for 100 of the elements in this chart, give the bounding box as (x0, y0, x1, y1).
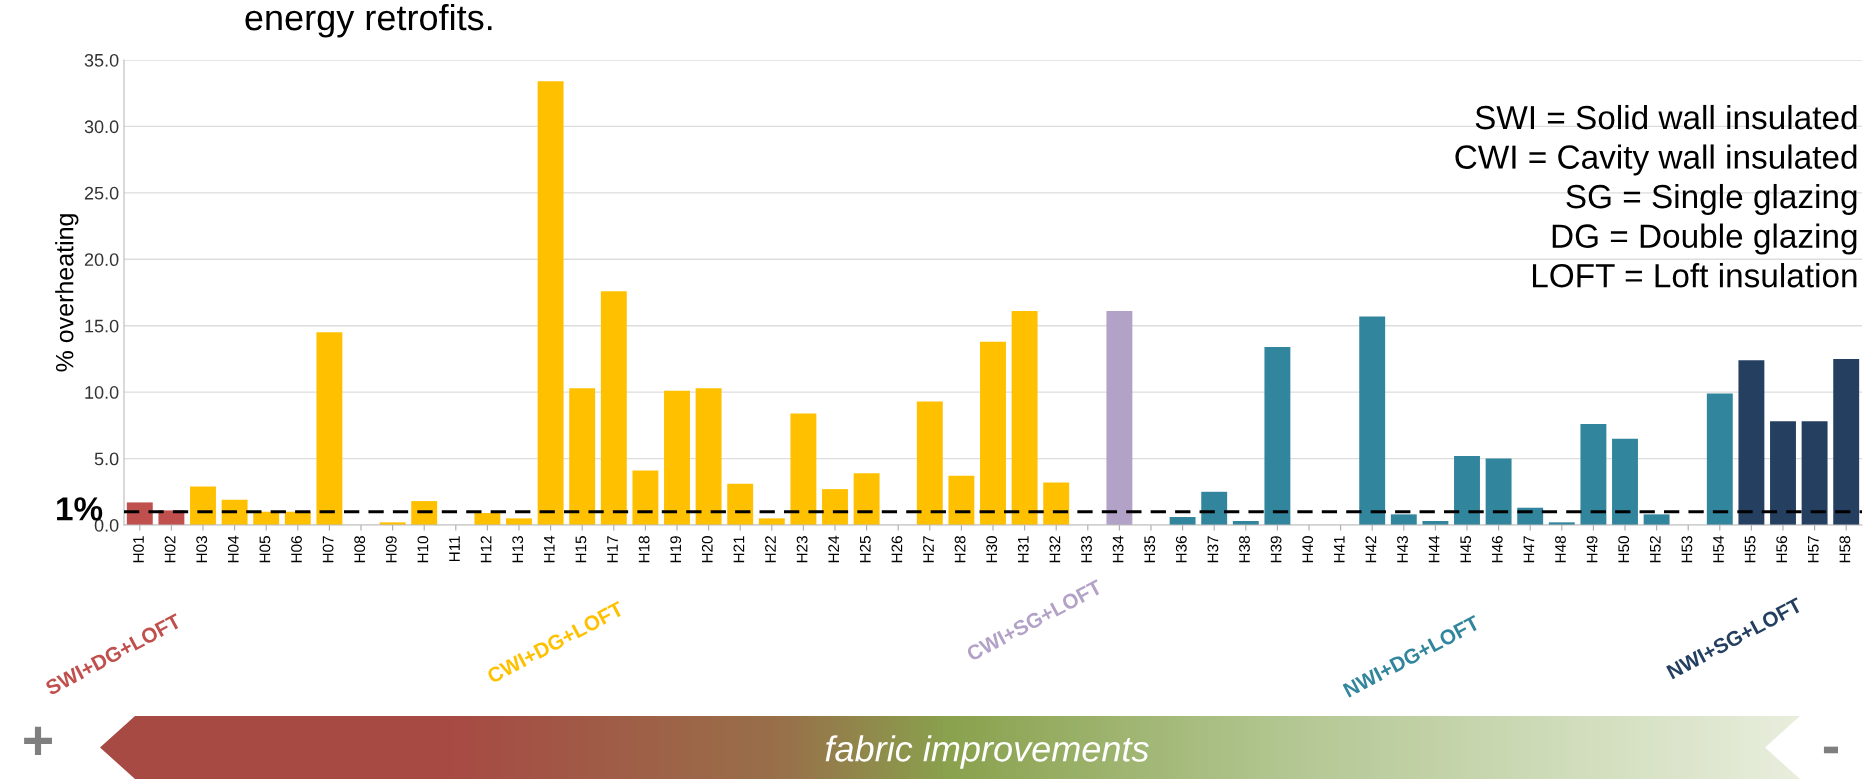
text: - (1823, 746, 1839, 754)
y-tick-label: 20.0 (84, 253, 119, 267)
x-tick-label: H24 (828, 535, 839, 563)
annotation: DG = Double glazing (1552, 223, 1857, 255)
bar (727, 483, 754, 525)
bar (1706, 393, 1733, 525)
x-tick-label: H31 (1017, 536, 1029, 563)
x-tick-label: H39 (1270, 536, 1282, 563)
x-tick-label: H53 (1681, 536, 1693, 563)
x-tick-label: H11 (449, 536, 460, 562)
x-tick-label: H44 (1428, 535, 1440, 563)
x-tick-label: H52 (1649, 536, 1661, 563)
x-tick-label: H07 (322, 536, 334, 563)
bar (758, 518, 785, 525)
bar (1106, 311, 1133, 525)
x-tick-label: H01 (133, 536, 144, 563)
bar (1485, 458, 1512, 525)
x-tick-label: H10 (417, 536, 429, 563)
bar (1454, 455, 1480, 525)
x-tick-label: H50 (1618, 536, 1630, 563)
bar (695, 388, 722, 525)
bar (1801, 421, 1828, 525)
bar (948, 475, 975, 525)
bar (853, 473, 880, 525)
x-tick-label: H26 (891, 536, 903, 563)
x-tick-label: H38 (1239, 536, 1250, 563)
x-tick-label: H25 (859, 536, 871, 563)
x-tick-label: H36 (1175, 536, 1187, 563)
bar (1612, 438, 1638, 525)
x-tick-label: H48 (1555, 536, 1566, 563)
bar (1264, 346, 1291, 525)
bar (1833, 358, 1860, 525)
x-tick-label: H34 (1112, 535, 1124, 563)
bar (632, 470, 659, 525)
x-tick-label: H20 (701, 536, 713, 563)
bar (822, 489, 848, 525)
x-tick-label: H18 (638, 536, 650, 563)
x-tick-label: H13 (512, 536, 524, 563)
x-tick-label: H05 (259, 536, 271, 563)
text: + (24, 726, 52, 755)
x-tick-label: H54 (1713, 535, 1724, 563)
x-tick-label: H19 (670, 536, 682, 563)
bar (316, 332, 343, 525)
x-tick-label: H15 (575, 536, 587, 563)
y-axis-title: % overheating (55, 214, 79, 372)
y-tick-label: 15.0 (85, 319, 119, 333)
x-tick-label: H56 (1776, 536, 1788, 563)
x-tick-label: H42 (1365, 536, 1377, 563)
x-tick-label: H32 (1049, 536, 1061, 563)
text: fabric improvements (825, 735, 1149, 769)
bar (1770, 421, 1796, 525)
x-tick-label: H35 (1144, 536, 1156, 563)
bar (1043, 482, 1070, 525)
x-tick-label: H37 (1207, 536, 1219, 563)
bar (1011, 311, 1038, 525)
x-tick-label: H12 (480, 536, 492, 563)
x-tick-label: H49 (1586, 536, 1598, 563)
y-tick-label: 25.0 (84, 186, 119, 200)
bar (664, 390, 690, 525)
bar (1643, 514, 1670, 525)
x-tick-label: H33 (1081, 536, 1092, 563)
annotation: CWI = Cavity wall insulated (1455, 144, 1857, 176)
x-tick-label: H28 (954, 536, 966, 563)
x-tick-label: H02 (164, 536, 176, 563)
x-tick-label: H06 (291, 536, 302, 563)
annotation: SWI = Solid wall insulated (1475, 104, 1857, 130)
y-tick-label: 35.0 (84, 53, 119, 67)
bar (600, 291, 627, 525)
x-tick-label: H23 (796, 536, 808, 563)
x-tick-label: H14 (544, 535, 555, 563)
bar (1390, 514, 1417, 525)
y-tick-label: 30.0 (84, 120, 119, 134)
x-tick-label: H40 (1302, 536, 1314, 563)
bar (1738, 360, 1765, 525)
x-tick-label: H55 (1744, 536, 1756, 563)
x-tick-label: H30 (986, 536, 998, 563)
x-tick-label: H43 (1397, 536, 1408, 563)
x-tick-label: H47 (1523, 536, 1535, 563)
x-tick-label: H08 (354, 536, 366, 563)
x-tick-label: H03 (196, 536, 208, 563)
bar (506, 518, 532, 525)
x-tick-label: H22 (765, 536, 776, 563)
x-tick-label: H04 (227, 535, 239, 563)
bar (1359, 316, 1386, 525)
x-tick-label: H17 (607, 536, 618, 563)
annotation: LOFT = Loft insulation (1532, 263, 1857, 288)
bar (980, 341, 1006, 525)
bar (790, 413, 817, 525)
x-tick-label: H57 (1808, 536, 1819, 563)
ref-line-label: 1% (57, 497, 103, 521)
bar (1201, 491, 1228, 525)
x-tick-label: H21 (733, 536, 745, 563)
y-tick-label: 0.0 (94, 518, 119, 532)
annotation: SG = Single glazing (1566, 183, 1857, 216)
x-tick-label: H41 (1334, 536, 1345, 563)
bar (916, 401, 943, 525)
x-tick-label: H45 (1460, 536, 1472, 563)
y-tick-label: 5.0 (94, 452, 119, 466)
x-tick-label: H27 (923, 536, 934, 563)
bar (569, 388, 596, 525)
